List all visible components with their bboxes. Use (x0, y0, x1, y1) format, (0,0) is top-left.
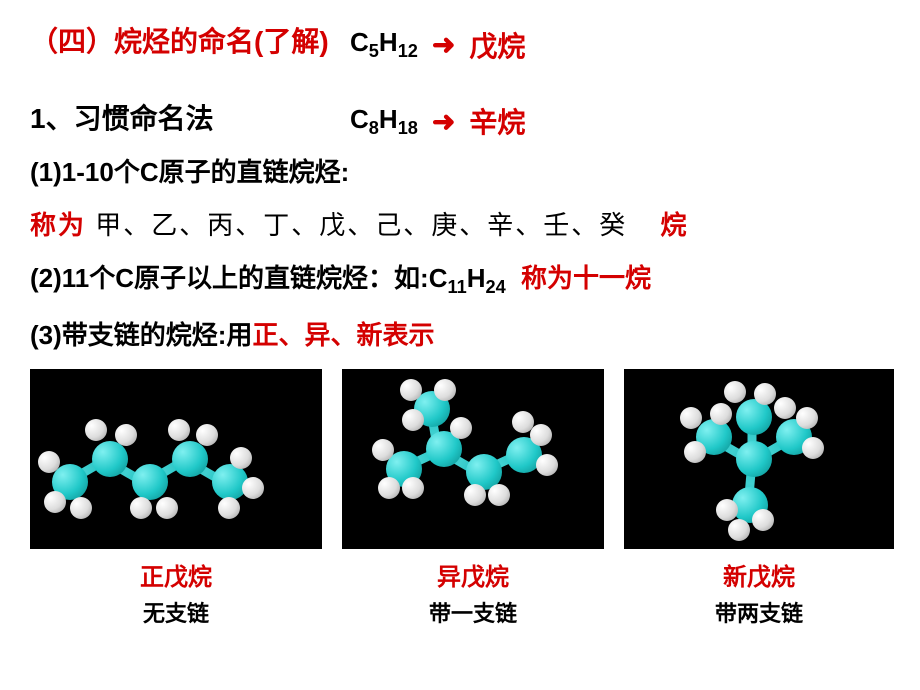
p3-prefix: (3)带支链的烷烃:用 (30, 320, 252, 350)
title-prefix: （四） (30, 26, 114, 57)
p2-result: 十一烷 (573, 263, 651, 293)
title-main: 烷烃的命名 (114, 26, 254, 57)
p1-suffix: 烷 (661, 210, 689, 240)
subtitle: 1、习惯命名法 (30, 97, 350, 137)
formula-1-result: 戊烷 (469, 25, 525, 65)
formula-line-1: C5H12 ➜ 戊烷 (350, 25, 890, 65)
formula-block-2: C8H18 ➜ 辛烷 (350, 101, 890, 153)
molecule-3-name: 新戊烷 (624, 557, 894, 592)
molecules-row: 正戊烷 无支链 异戊烷 带一支链 (30, 369, 890, 628)
point-1-sequence: 称为 甲、乙、丙、丁、戊、己、庚、辛、壬、癸 烷 (30, 206, 890, 245)
molecule-2: 异戊烷 带一支链 (342, 369, 604, 628)
molecule-2-image (342, 369, 604, 549)
formula-line-2: C8H18 ➜ 辛烷 (350, 101, 890, 141)
p1-seq: 甲、乙、丙、丁、戊、己、庚、辛、壬、癸 (95, 210, 627, 240)
point-1-label: (1)1-10个C原子的直链烷烃: (30, 153, 890, 192)
arrow-icon: ➜ (432, 105, 455, 138)
molecule-3-image (624, 369, 894, 549)
formula-2: C8H18 (350, 104, 418, 139)
formula-1: C5H12 (350, 27, 418, 62)
formula-2-result: 辛烷 (469, 101, 525, 141)
section-title: （四）烷烃的命名(了解) (30, 20, 350, 60)
p1-prefix: 称为 (30, 210, 86, 240)
arrow-icon: ➜ (432, 28, 455, 61)
molecule-3: 新戊烷 带两支链 (624, 369, 894, 628)
molecule-1-image (30, 369, 322, 549)
molecule-1-name: 正戊烷 (30, 557, 322, 592)
title-suffix: (了解) (254, 26, 329, 57)
point-3: (3)带支链的烷烃:用正、异、新表示 (30, 316, 890, 355)
molecule-1-desc: 无支链 (30, 596, 322, 628)
point-2: (2)11个C原子以上的直链烷烃：如:C11H24 称为十一烷 (30, 259, 890, 301)
formula-block: C5H12 ➜ 戊烷 (350, 25, 890, 77)
molecule-2-desc: 带一支链 (342, 596, 604, 628)
molecule-3-desc: 带两支链 (624, 596, 894, 628)
molecule-1: 正戊烷 无支链 (30, 369, 322, 628)
p2-result-prefix: 称为 (521, 263, 573, 293)
p2-prefix: (2)11个C原子以上的直链烷烃：如:C (30, 263, 447, 293)
header-row: （四）烷烃的命名(了解) C5H12 ➜ 戊烷 (30, 20, 890, 77)
molecule-2-name: 异戊烷 (342, 557, 604, 592)
subtitle-row: 1、习惯命名法 C8H18 ➜ 辛烷 (30, 92, 890, 154)
p3-red: 正、异、新表示 (252, 320, 434, 350)
